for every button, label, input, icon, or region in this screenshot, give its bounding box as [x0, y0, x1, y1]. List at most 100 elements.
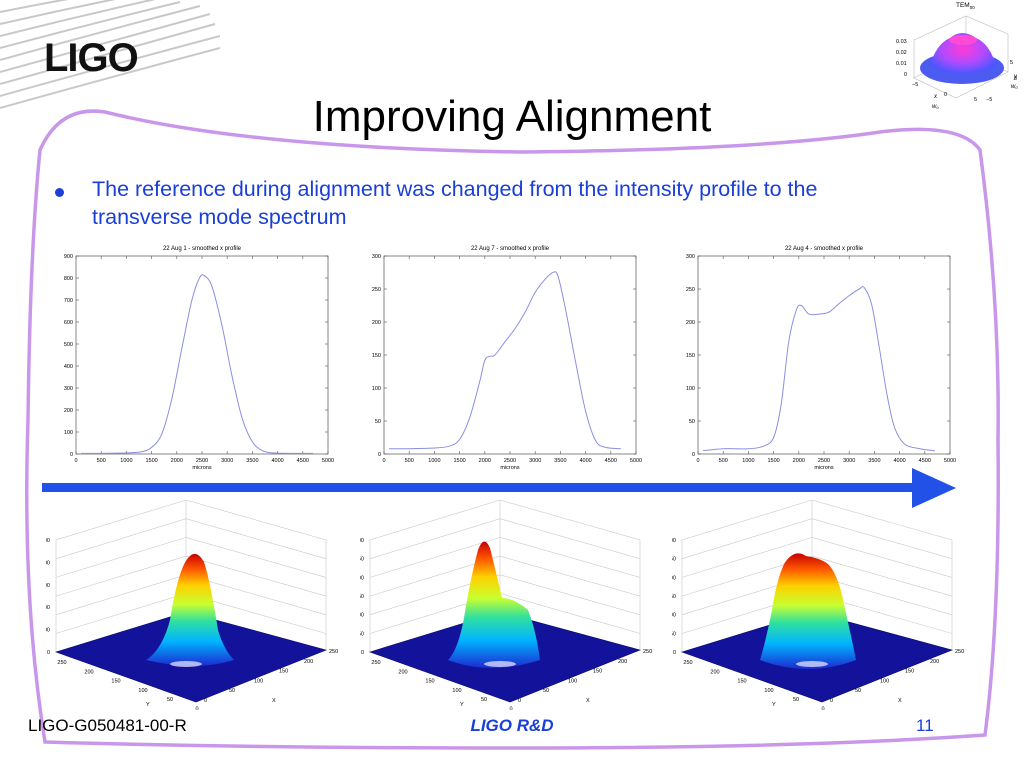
y-tick-label: 0: [821, 707, 824, 711]
page-title: Improving Alignment: [312, 92, 712, 141]
z-tick-label: 250: [360, 557, 364, 563]
z-tick-label: 300: [672, 538, 676, 544]
y-tick-label: 200: [64, 408, 73, 414]
svg-text:w0: w0: [1011, 84, 1018, 90]
x-tick-label: 150: [593, 669, 602, 675]
surface-plot-3: 0 50 100 150 200 250 300 250 200 150 100 50 0 0 50 100 1…: [672, 500, 972, 710]
x-tick-label: 5000: [322, 458, 334, 464]
x-tick-label: 2000: [793, 458, 805, 464]
x-axis-label: X: [586, 698, 590, 704]
x-tick-label: 0: [696, 458, 699, 464]
y-tick-label: 300: [372, 254, 381, 260]
y-tick-label: 100: [372, 386, 381, 392]
z-tick-label: 400: [46, 605, 50, 611]
x-axis-label: microns: [814, 465, 834, 471]
y-tick-label: 250: [372, 287, 381, 293]
x-tick-label: 0: [518, 698, 521, 704]
x-tick-label: 0: [204, 698, 207, 704]
y-tick-label: 700: [64, 298, 73, 304]
y-tick-label: 200: [710, 669, 719, 675]
z-tick-label: 300: [360, 538, 364, 544]
y-tick-label: 100: [452, 688, 461, 694]
y-tick-label: 100: [764, 688, 773, 694]
chart-title: 22 Aug 4 - smoothed x profile: [785, 246, 864, 252]
x-tick-label: 200: [304, 659, 313, 665]
x-tick-label: 3500: [554, 458, 566, 464]
x-tick-label: 250: [955, 649, 964, 655]
x-tick-label: 1000: [428, 458, 440, 464]
x-tick-label: 3500: [868, 458, 880, 464]
x-tick-label: 2000: [171, 458, 183, 464]
z-tick-label: 100: [360, 613, 364, 619]
x-axis-label: X: [898, 698, 902, 704]
z-tick-label: 150: [360, 594, 364, 600]
y-tick-label: 150: [686, 353, 695, 359]
y-tick-label: 100: [64, 430, 73, 436]
z-tick-label: 50: [672, 631, 676, 637]
z-tick-label: 800: [46, 560, 50, 566]
svg-text:0.01: 0.01: [896, 61, 907, 67]
y-tick-label: 50: [481, 697, 487, 703]
y-axis-label: Y: [146, 702, 150, 708]
y-tick-label: 50: [375, 419, 381, 425]
y-tick-label: 250: [683, 660, 692, 666]
x-tick-label: 4500: [919, 458, 931, 464]
x-axis-label: microns: [192, 465, 212, 471]
svg-text:w0: w0: [932, 104, 939, 110]
x-axis-label: microns: [500, 465, 520, 471]
x-tick-label: 5000: [630, 458, 642, 464]
profile-plot-3: 22 Aug 4 - smoothed x profile 0 500 1000 150…: [672, 240, 962, 475]
x-tick-label: 2500: [818, 458, 830, 464]
x-tick-label: 100: [568, 678, 577, 684]
svg-text:x: x: [933, 94, 938, 100]
y-tick-label: 250: [686, 287, 695, 293]
y-tick-label: 50: [167, 697, 173, 703]
footer-org: LIGO R&D: [470, 716, 554, 735]
svg-text:−5: −5: [986, 97, 992, 103]
document-id: LIGO-G050481-00-R: [28, 716, 187, 735]
z-tick-label: 1000: [46, 538, 50, 544]
x-tick-label: 50: [229, 688, 235, 694]
x-tick-label: 250: [643, 649, 652, 655]
svg-text:−5: −5: [912, 82, 918, 88]
x-tick-label: 1500: [145, 458, 157, 464]
svg-text:0: 0: [944, 92, 947, 98]
chart-title: 22 Aug 7 - smoothed x profile: [471, 246, 550, 252]
y-tick-label: 250: [371, 660, 380, 666]
x-tick-label: 150: [905, 669, 914, 675]
surface-highlight: [484, 661, 516, 667]
svg-text:0.03: 0.03: [896, 39, 907, 45]
x-tick-label: 200: [930, 659, 939, 665]
z-tick-label: 200: [672, 575, 676, 581]
x-tick-label: 3000: [221, 458, 233, 464]
y-tick-label: 0: [195, 707, 198, 711]
y-tick-label: 0: [509, 707, 512, 711]
x-tick-label: 200: [618, 659, 627, 665]
x-tick-label: 500: [97, 458, 106, 464]
z-tick-label: 100: [672, 613, 676, 619]
x-tick-label: 4000: [579, 458, 591, 464]
y-tick-label: 200: [398, 669, 407, 675]
y-tick-label: 500: [64, 342, 73, 348]
x-tick-label: 50: [543, 688, 549, 694]
x-tick-label: 4000: [893, 458, 905, 464]
y-tick-label: 800: [64, 276, 73, 282]
profile-line: [702, 286, 935, 452]
x-tick-label: 1500: [453, 458, 465, 464]
x-tick-label: 50: [855, 688, 861, 694]
x-tick-label: 500: [719, 458, 728, 464]
surface-peak: [448, 541, 540, 668]
x-tick-label: 500: [405, 458, 414, 464]
x-tick-label: 4000: [271, 458, 283, 464]
plot-area: [383, 255, 637, 455]
z-tick-label: 150: [672, 594, 676, 600]
x-tick-label: 1000: [120, 458, 132, 464]
x-tick-label: 1000: [742, 458, 754, 464]
y-tick-label: 150: [111, 679, 120, 685]
y-tick-label: 200: [84, 669, 93, 675]
chart-title: 22 Aug 1 - smoothed x profile: [163, 246, 242, 252]
plot-area: [75, 255, 329, 455]
y-tick-label: 150: [737, 679, 746, 685]
page-number: 11: [916, 716, 934, 735]
x-tick-label: 0: [382, 458, 385, 464]
